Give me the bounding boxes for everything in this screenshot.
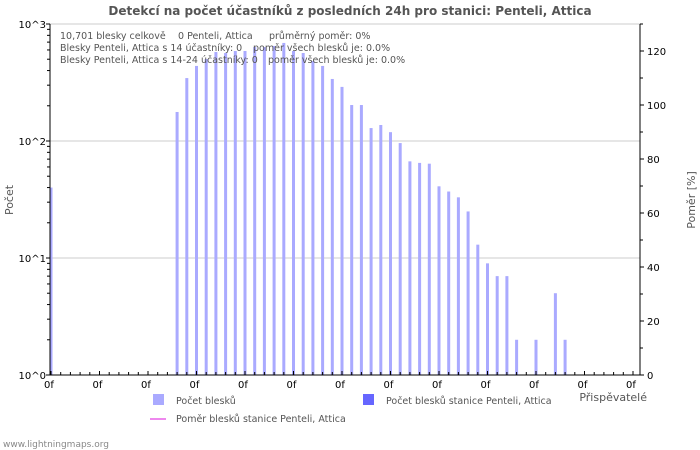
y-tick-label: 10^3: [19, 20, 46, 31]
y2-tick-label: 80: [647, 155, 660, 166]
legend-swatch-station-count: [363, 394, 374, 405]
bar-count: [175, 111, 179, 376]
bar-count: [350, 105, 354, 376]
x-tick-label: 0f: [578, 380, 588, 391]
x-tick-label: 0f: [481, 380, 491, 391]
bar-count: [456, 197, 460, 375]
chart-title: Detekcí na počet účastníků z posledních …: [108, 4, 591, 18]
annotation-total: 10,701 blesky celkově: [60, 31, 166, 42]
x-tick-label: 0f: [529, 380, 539, 391]
annotation-14: Blesky Penteli, Attica s 14 účastníky: 0: [60, 43, 242, 54]
y-tick-label: 10^2: [19, 137, 46, 148]
y2-tick-label: 0: [647, 371, 653, 382]
bar-count: [292, 50, 295, 376]
bar-count: [311, 60, 315, 376]
bar-count: [534, 339, 538, 375]
x-tick-label: 0f: [141, 380, 151, 391]
x-tick-label: 0f: [335, 380, 345, 391]
y2-tick-label: 40: [647, 263, 660, 274]
annotation-14-24: Blesky Penteli, Attica s 14-24 účastníky…: [60, 55, 258, 66]
bar-count: [476, 244, 480, 375]
bar-count: [262, 47, 266, 376]
bar-count: [486, 263, 489, 375]
annotation-14-ratio: poměr všech blesků je: 0.0%: [253, 43, 390, 54]
legend-label-station-count: Počet blesků stanice Penteli, Attica: [386, 396, 552, 407]
x-tick-label: 0f: [93, 380, 103, 391]
bar-count: [282, 42, 286, 376]
y2-axis-label: Poměr [%]: [685, 171, 698, 229]
legend-label-ratio: Poměr blesků stanice Penteli, Attica: [176, 414, 346, 425]
annotation-station: 0 Penteli, Attica: [178, 31, 253, 42]
bar-count: [330, 78, 334, 375]
y2-tick-label: 20: [647, 317, 660, 328]
bar-count: [321, 65, 325, 375]
y2-tick-label: 120: [647, 47, 666, 58]
x-tick-label: 0f: [238, 380, 248, 391]
bar-count: [466, 211, 470, 375]
bar-count: [359, 105, 363, 376]
bar-count: [505, 276, 509, 375]
annotation-avg-ratio: průměrný poměr: 0%: [269, 31, 370, 42]
bar-count: [369, 128, 373, 375]
bar-count: [224, 53, 228, 376]
bar-count: [253, 47, 257, 376]
bar-count: [214, 52, 218, 375]
bar-count: [301, 53, 305, 376]
bar-count: [195, 65, 198, 375]
x-tick-label: 0f: [384, 380, 394, 391]
x-axis-label: Přispěvatelé: [579, 391, 647, 404]
bar-count: [563, 339, 567, 375]
bar-count: [243, 50, 247, 376]
bar-count: [437, 186, 441, 375]
bar-count: [389, 132, 392, 375]
x-tick-label: 0f: [44, 380, 54, 391]
bar-count: [185, 78, 189, 375]
plot-frame: [49, 23, 641, 376]
bar-count: [408, 161, 412, 375]
bar-count: [204, 59, 208, 375]
bar-count: [233, 50, 237, 376]
y-tick-label: 10^0: [19, 371, 46, 382]
annotation-14-24-ratio: poměr všech blesků je: 0.0%: [268, 55, 405, 66]
x-tick-label: 0f: [626, 380, 636, 391]
legend-label-count: Počet blesků: [176, 396, 236, 407]
y-tick-label: 10^1: [19, 254, 46, 265]
x-tick-label: 0f: [287, 380, 297, 391]
y2-tick-label: 100: [647, 101, 666, 112]
y2-tick-label: 60: [647, 209, 660, 220]
y-axis-label: Počet: [3, 184, 16, 215]
bar-count: [398, 143, 402, 375]
legend-swatch-count: [153, 394, 164, 405]
x-tick-label: 0f: [190, 380, 200, 391]
bar-count: [553, 293, 557, 375]
bar-count: [49, 187, 53, 375]
x-tick-label: 0f: [432, 380, 442, 391]
bar-count: [515, 339, 519, 375]
bar-count: [272, 45, 276, 375]
bar-count: [427, 163, 431, 375]
bar-count: [447, 191, 451, 375]
footer-link[interactable]: www.lightningmaps.org: [3, 440, 109, 450]
bar-count: [340, 86, 344, 375]
bar-count: [418, 162, 422, 375]
bar-count: [495, 276, 499, 375]
bar-count: [379, 125, 383, 375]
